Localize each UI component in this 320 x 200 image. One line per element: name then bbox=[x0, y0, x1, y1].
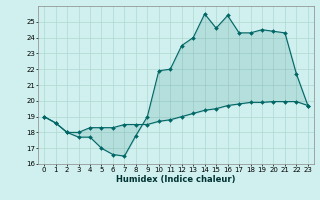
X-axis label: Humidex (Indice chaleur): Humidex (Indice chaleur) bbox=[116, 175, 236, 184]
